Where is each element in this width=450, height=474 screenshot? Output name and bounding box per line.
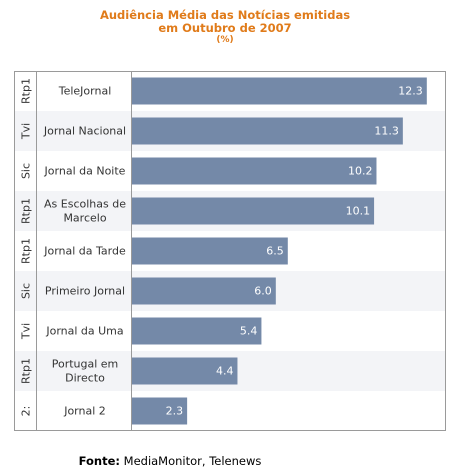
category-label: Marcelo bbox=[63, 212, 106, 225]
value-label: 6.5 bbox=[266, 245, 284, 258]
value-label: 11.3 bbox=[374, 125, 399, 138]
category-label: Directo bbox=[65, 372, 105, 385]
bar bbox=[132, 357, 238, 385]
channel-label: Rtp1 bbox=[20, 78, 33, 104]
value-label: 10.2 bbox=[348, 165, 373, 178]
bar bbox=[132, 197, 375, 225]
source-text: MediaMonitor, Telenews bbox=[123, 454, 262, 468]
source-label: Fonte: bbox=[78, 454, 120, 468]
channel-label: Tvi bbox=[20, 323, 33, 340]
value-label: 6.0 bbox=[254, 285, 272, 298]
source-note: Fonte: MediaMonitor, Telenews bbox=[0, 454, 340, 468]
bar bbox=[132, 77, 427, 105]
category-label: Portugal em bbox=[52, 358, 119, 371]
category-label: Primeiro Jornal bbox=[45, 285, 125, 298]
category-label: As Escolhas de bbox=[44, 198, 126, 211]
chart-frame bbox=[14, 71, 446, 431]
category-label: Jornal Nacional bbox=[43, 125, 126, 138]
channel-label: Sic bbox=[20, 163, 33, 179]
chart-title-line-1: Audiência Média das Notícias emitidas bbox=[99, 8, 351, 22]
bar bbox=[132, 277, 276, 305]
bar bbox=[132, 317, 262, 345]
channel-label: Rtp1 bbox=[20, 358, 33, 384]
channel-label: Tvi bbox=[20, 123, 33, 140]
chart-title: Audiência Média das Notícias emitidas em… bbox=[0, 9, 450, 46]
chart-title-line-2: em Outubro de 2007 bbox=[158, 21, 292, 35]
bar bbox=[132, 237, 288, 265]
value-label: 5.4 bbox=[240, 325, 258, 338]
bar bbox=[132, 397, 188, 425]
category-label: TeleJornal bbox=[58, 85, 112, 98]
category-label: Jornal da Noite bbox=[44, 165, 126, 178]
value-label: 4.4 bbox=[216, 365, 234, 378]
value-label: 10.1 bbox=[346, 205, 371, 218]
category-label: Jornal 2 bbox=[63, 405, 106, 418]
bar bbox=[132, 117, 403, 145]
category-label: Jornal da Tarde bbox=[43, 245, 126, 258]
category-label: Jornal da Uma bbox=[45, 325, 123, 338]
channel-label: Rtp1 bbox=[20, 238, 33, 264]
channel-label: Rtp1 bbox=[20, 198, 33, 224]
bar bbox=[132, 157, 377, 185]
value-label: 12.3 bbox=[398, 85, 423, 98]
channel-label: Sic bbox=[20, 283, 33, 299]
channel-label: 2: bbox=[20, 406, 33, 417]
chart-unit: (%) bbox=[216, 35, 234, 45]
value-label: 2.3 bbox=[166, 405, 184, 418]
